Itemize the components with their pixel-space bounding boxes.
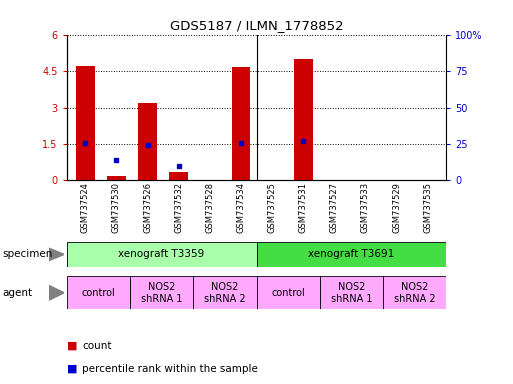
Text: NOS2
shRNA 2: NOS2 shRNA 2 [394,282,436,304]
Text: NOS2
shRNA 1: NOS2 shRNA 1 [141,282,182,304]
Bar [193,276,256,309]
Bar [256,276,320,309]
Bar [169,172,188,180]
Bar [107,175,126,180]
Polygon shape [49,248,64,261]
Bar [294,59,312,180]
Bar [67,276,130,309]
Bar [139,103,157,180]
Bar [130,276,193,309]
Bar [231,68,250,180]
Text: GDS5187 / ILMN_1778852: GDS5187 / ILMN_1778852 [170,19,343,32]
Text: ■: ■ [67,364,77,374]
Bar [76,66,95,180]
Text: specimen: specimen [3,249,53,260]
Bar [256,242,446,267]
Text: control: control [271,288,305,298]
Text: NOS2
shRNA 1: NOS2 shRNA 1 [331,282,372,304]
Bar [383,276,446,309]
Text: xenograft T3691: xenograft T3691 [308,249,394,260]
Bar [320,276,383,309]
Text: xenograft T3359: xenograft T3359 [119,249,205,260]
Text: NOS2
shRNA 2: NOS2 shRNA 2 [204,282,246,304]
Text: control: control [82,288,115,298]
Text: count: count [82,341,112,351]
Text: ■: ■ [67,341,77,351]
Text: agent: agent [3,288,33,298]
Bar [67,242,256,267]
Polygon shape [49,285,64,300]
Text: percentile rank within the sample: percentile rank within the sample [82,364,258,374]
